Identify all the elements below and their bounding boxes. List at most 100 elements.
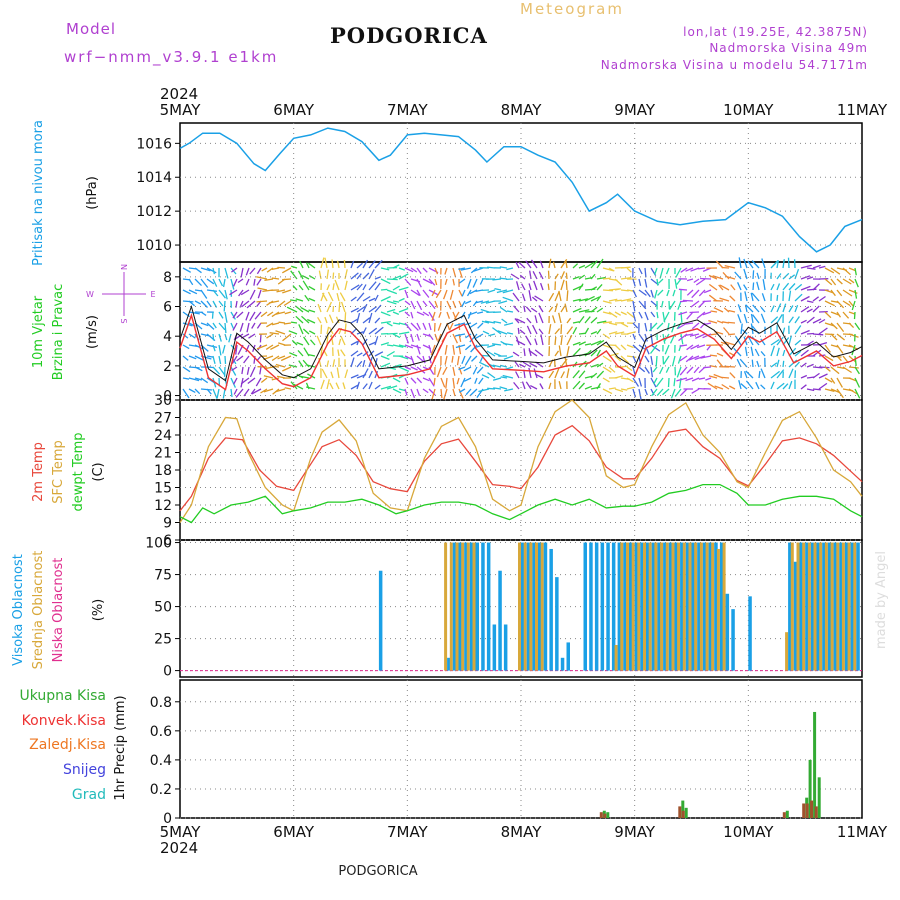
wind-arrow <box>480 308 490 313</box>
wind-arrow <box>506 267 514 271</box>
cloud-mid-bar <box>637 542 641 671</box>
cloud-mid-bar <box>648 542 652 671</box>
cloud-low-label: Niska Oblacnost <box>51 558 66 663</box>
wind-arrow <box>290 321 298 324</box>
wind-arrow <box>620 365 628 368</box>
x-tick-label-top: 10MAY <box>723 101 774 119</box>
wind-arrow <box>644 333 648 342</box>
wind-arrow <box>332 359 336 368</box>
wind-arrow <box>410 267 418 273</box>
wind-arrow <box>460 267 472 271</box>
wind-arrow <box>675 267 682 278</box>
wind-arrow <box>590 260 598 269</box>
wind-arrow <box>422 289 430 298</box>
wind-arrow <box>343 259 346 269</box>
wind-arrow <box>296 341 304 346</box>
wind-arrow <box>770 370 780 379</box>
cloud-mid-bar <box>631 542 635 671</box>
wind-arrow <box>216 388 220 399</box>
wind-arrow <box>271 355 280 362</box>
wind-arrow <box>350 272 359 280</box>
wind-arrow <box>560 279 565 291</box>
wind-arrow <box>578 309 590 313</box>
wind-arrow <box>552 261 556 269</box>
wind-arrow <box>830 311 840 316</box>
wind-arrow <box>362 284 367 291</box>
wind-arrow <box>422 300 428 307</box>
wind-arrow <box>554 291 560 302</box>
wind-arrow <box>284 311 292 315</box>
wind-arrow <box>200 300 208 308</box>
wind-arrow <box>182 366 191 373</box>
wind-arrow <box>590 349 598 357</box>
wind-arrow <box>316 335 322 346</box>
wind-arrow <box>782 349 786 357</box>
wind-arrow <box>243 355 250 364</box>
wind-arrow <box>356 273 362 280</box>
wind-arrow <box>842 311 850 319</box>
wind-arrow <box>644 355 650 363</box>
wind-arrow <box>578 332 586 335</box>
wind-arrow <box>651 388 658 397</box>
pressure-unit: (hPa) <box>85 176 100 210</box>
wind-arrow <box>747 260 754 269</box>
temp-sfc-label: SFC Temp <box>51 440 66 504</box>
wind-arrow <box>247 377 256 385</box>
precip-conv-bar <box>782 812 786 818</box>
wind-arrow <box>416 278 422 288</box>
cloud-mid-bar <box>807 542 811 671</box>
wind-arrow <box>776 273 782 280</box>
wind-arrow <box>686 344 694 351</box>
wind-arrow <box>572 307 582 313</box>
wind-arrow <box>416 267 422 275</box>
wind-arrow <box>422 267 428 273</box>
wind-arrow <box>368 312 373 324</box>
wind-arrow <box>497 330 508 335</box>
wind-arrow <box>554 367 560 379</box>
wind-arrow <box>326 379 330 390</box>
wind-arrow <box>534 373 544 379</box>
wind-arrow <box>596 307 604 313</box>
wind-arrow <box>707 382 718 390</box>
wind-arrow <box>743 371 748 379</box>
wind-arrow <box>282 289 292 294</box>
wind-arrow <box>708 283 718 291</box>
cloud-mid-bar <box>790 542 794 671</box>
wind-arrow <box>836 333 846 341</box>
wind-arrow <box>530 385 538 390</box>
wind-arrow <box>386 385 398 390</box>
wind-arrow <box>188 289 198 295</box>
wind-arrow <box>680 267 688 273</box>
wind-arrow <box>698 377 706 380</box>
cloud-mid-bar <box>518 542 521 671</box>
wind-arrow <box>362 383 368 390</box>
cloud-high-bar <box>685 542 690 671</box>
wind-arrow <box>848 322 855 329</box>
wind-arrow <box>295 298 304 302</box>
x-tick-label-top: 6MAY <box>273 101 315 119</box>
wind-arrow <box>404 322 412 332</box>
cloud-mid-bar <box>444 542 448 671</box>
wind-arrow <box>422 388 429 394</box>
wind-arrow <box>548 382 552 390</box>
wind-arrow <box>362 272 370 280</box>
wind-arrow <box>475 289 484 293</box>
wind-arrow <box>806 316 815 324</box>
wind-arrow <box>608 322 618 326</box>
wind-arrow <box>321 368 328 379</box>
cloud-high-bar <box>549 548 553 671</box>
wind-arrow <box>788 290 792 302</box>
wind-arrow <box>626 366 633 372</box>
wind-arrow <box>335 382 340 390</box>
wind-arrow <box>283 300 292 307</box>
wind-arrow <box>496 289 508 294</box>
wind-arrow <box>492 343 502 346</box>
wind-arrow <box>632 366 636 375</box>
wind-arrow <box>671 322 676 333</box>
wind-arrow <box>554 328 561 335</box>
wind-arrow <box>788 368 794 379</box>
wind-arrow <box>248 333 256 339</box>
wind-arrow <box>620 388 628 391</box>
wind-arrow <box>782 383 789 390</box>
wind-arrow <box>788 380 793 390</box>
